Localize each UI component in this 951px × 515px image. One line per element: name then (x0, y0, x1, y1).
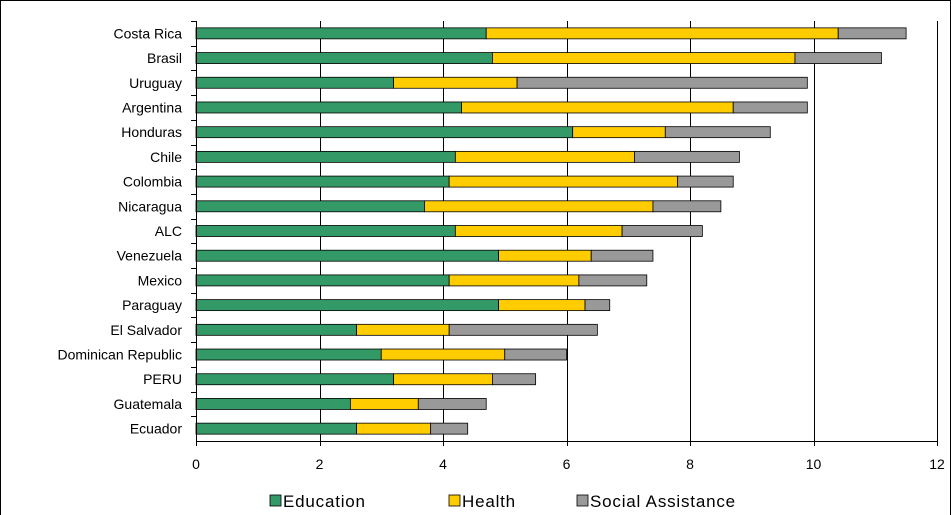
category-label: Brasil (147, 50, 182, 66)
bar-segment-health (498, 249, 592, 262)
category-label: Mexico (138, 272, 183, 288)
category-label: Nicaragua (118, 198, 182, 214)
bar-segment-health (572, 126, 666, 139)
bar-segment-social-assistance (584, 299, 611, 312)
bar-segment-education (195, 398, 351, 410)
bar-segment-education (195, 225, 456, 237)
legend-swatch (576, 494, 589, 507)
category-label: Chile (150, 149, 182, 165)
x-tick-label: 2 (316, 456, 324, 472)
legend: Education Health Social Assistance (269, 492, 736, 511)
bar-segment-education (195, 274, 450, 287)
x-tick-label: 12 (929, 456, 945, 472)
x-tick-label: 10 (806, 456, 822, 472)
bars (195, 27, 907, 435)
category-label: Honduras (121, 124, 182, 140)
category-label: Argentina (122, 99, 182, 115)
bar-segment-education (195, 175, 450, 188)
bar-segment-social-assistance (652, 200, 722, 213)
bar-segment-social-assistance (516, 76, 808, 89)
bar-segment-education (195, 299, 499, 312)
bar-segment-social-assistance (417, 398, 487, 410)
bar-segment-education (195, 373, 395, 386)
bar-segment-education (195, 150, 456, 163)
bar-segment-health (349, 398, 419, 410)
legend-label: Social Assistance (590, 492, 736, 511)
bar-segment-education (195, 101, 462, 114)
bar-segment-social-assistance (664, 126, 771, 139)
category-label: PERU (143, 371, 182, 387)
bar-segment-health (393, 76, 518, 89)
bar-segment-health (356, 422, 432, 435)
bar-segment-social-assistance (677, 175, 734, 188)
bar-segment-social-assistance (430, 422, 469, 435)
bar-segment-health (485, 27, 839, 40)
category-label: Ecuador (130, 421, 182, 437)
bar-segment-social-assistance (578, 274, 648, 287)
legend-label: Health (462, 492, 516, 511)
legend-swatch (448, 494, 461, 507)
x-tick-label: 6 (563, 456, 571, 472)
bar-segment-education (195, 200, 425, 213)
bar-segment-health (454, 150, 635, 163)
category-label: Guatemala (114, 396, 183, 412)
bar-segment-health (393, 373, 493, 386)
bar-segment-social-assistance (634, 150, 740, 163)
bar-segment-health (491, 52, 796, 64)
bar-segment-education (195, 249, 499, 262)
x-tick-label: 4 (439, 456, 447, 472)
bar-segment-social-assistance (837, 27, 907, 40)
bar-segment-social-assistance (621, 225, 703, 237)
category-label: Colombia (123, 174, 182, 190)
category-label: ALC (155, 223, 182, 239)
axes (191, 21, 938, 446)
category-label: Uruguay (129, 75, 182, 91)
bar-segment-social-assistance (794, 52, 882, 64)
bar-segment-education (195, 126, 574, 139)
legend-label: Education (283, 492, 366, 511)
bar-segment-education (195, 422, 357, 435)
x-tick-label: 0 (192, 456, 200, 472)
bar-segment-health (356, 323, 450, 336)
bar-segment-social-assistance (590, 249, 654, 262)
category-label: Venezuela (117, 248, 183, 264)
category-label: El Salvador (110, 322, 182, 338)
bar-segment-health (448, 274, 580, 287)
tick-labels: 0 2 4 6 8 10 12 (192, 456, 945, 472)
bar-segment-education (195, 52, 493, 64)
bar-segment-social-assistance (491, 373, 537, 386)
bar-segment-social-assistance (504, 348, 567, 361)
category-label: Costa Rica (114, 25, 183, 41)
bar-segment-health (498, 299, 586, 312)
bar-segment-health (448, 175, 679, 188)
bar-segment-health (454, 225, 623, 237)
bar-segment-health (424, 200, 654, 213)
bar-segment-health (380, 348, 506, 361)
bar-segment-social-assistance (732, 101, 808, 114)
category-labels: Costa Rica Brasil Uruguay Argentina Honduras… (57, 25, 182, 436)
bar-segment-health (461, 101, 734, 114)
bar-segment-social-assistance (448, 323, 598, 336)
bar-segment-education (195, 348, 382, 361)
bar-segment-education (195, 27, 487, 40)
category-label: Dominican Republic (57, 347, 182, 363)
x-tick-label: 8 (686, 456, 694, 472)
bar-segment-education (195, 323, 357, 336)
legend-swatch (269, 494, 282, 507)
category-label: Paraguay (122, 297, 182, 313)
bar-segment-education (195, 76, 395, 89)
